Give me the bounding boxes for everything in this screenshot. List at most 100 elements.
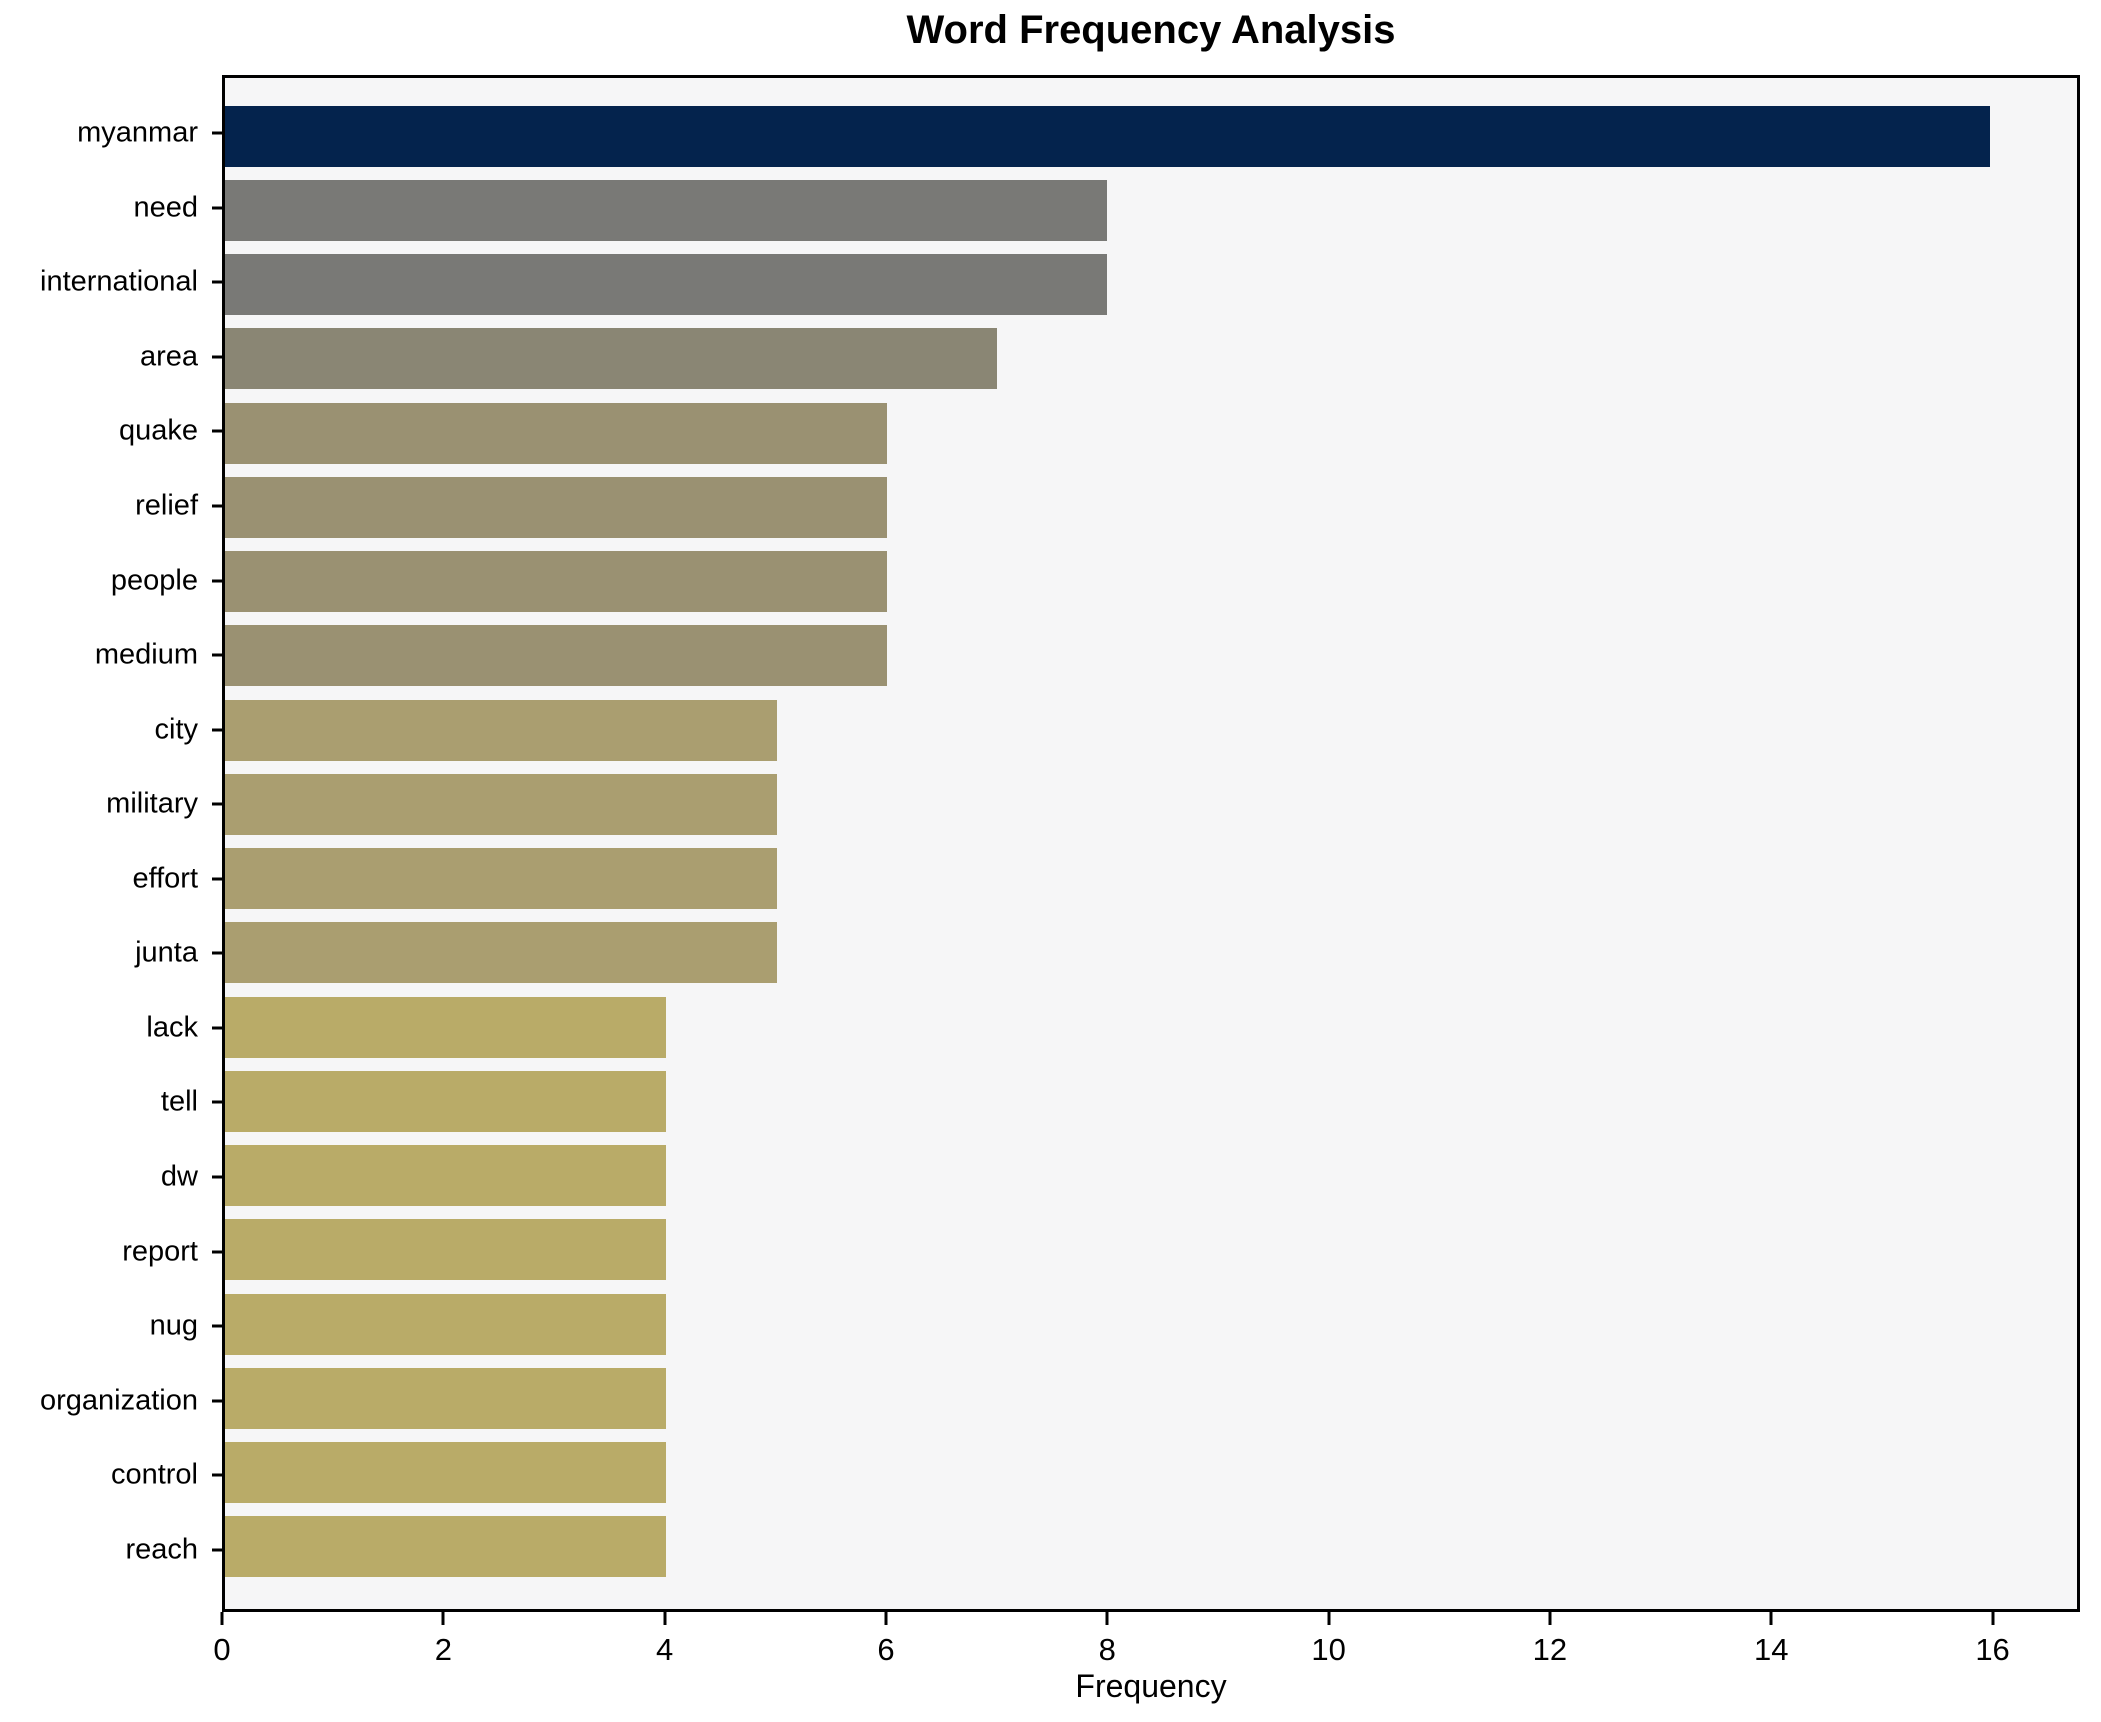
x-tick-2 xyxy=(441,1612,445,1625)
bar-tell xyxy=(225,1070,667,1132)
x-axis: 0 2 4 6 8 10 12 14 16 xyxy=(213,1612,2080,1682)
y-label-military: military xyxy=(106,787,198,820)
y-tick-need xyxy=(212,206,222,210)
bar-city xyxy=(225,699,777,761)
y-tick-medium xyxy=(212,653,222,657)
y-label-medium: medium xyxy=(94,638,198,671)
bar-row-effort xyxy=(225,842,2077,916)
bar-row-nug xyxy=(225,1287,2077,1361)
bars-layer xyxy=(225,78,2077,1609)
bar-quake xyxy=(225,402,887,464)
bar-row-quake xyxy=(225,396,2077,470)
y-label-report: report xyxy=(122,1235,198,1268)
y-tick-report xyxy=(212,1250,222,1254)
bar-row-tell xyxy=(225,1064,2077,1138)
bar-row-area xyxy=(225,322,2077,396)
plot-area xyxy=(222,75,2080,1612)
x-tick-10 xyxy=(1327,1612,1331,1625)
y-label-nug: nug xyxy=(149,1309,198,1342)
y-label-quake: quake xyxy=(118,414,198,447)
bar-need xyxy=(225,179,1108,241)
bar-military xyxy=(225,773,777,835)
bar-control xyxy=(225,1442,667,1504)
y-label-control: control xyxy=(110,1458,198,1491)
y-tick-myanmar xyxy=(212,131,222,135)
bar-junta xyxy=(225,922,777,984)
bar-row-junta xyxy=(225,916,2077,990)
bar-row-control xyxy=(225,1436,2077,1510)
x-tick-label-16: 16 xyxy=(1975,1632,2010,1667)
y-tick-people xyxy=(212,579,222,583)
x-tick-label-8: 8 xyxy=(1098,1632,1116,1667)
y-tick-reach xyxy=(212,1548,222,1552)
bar-nug xyxy=(225,1293,667,1355)
x-tick-12 xyxy=(1548,1612,1552,1625)
y-label-reach: reach xyxy=(125,1533,198,1566)
y-tick-junta xyxy=(212,951,222,955)
y-tick-international xyxy=(212,280,222,284)
bar-row-lack xyxy=(225,990,2077,1064)
x-tick-0 xyxy=(220,1612,224,1625)
x-tick-label-2: 2 xyxy=(434,1632,452,1667)
x-tick-label-4: 4 xyxy=(656,1632,674,1667)
x-tick-8 xyxy=(1105,1612,1109,1625)
y-tick-tell xyxy=(212,1100,222,1104)
y-tick-area xyxy=(212,355,222,359)
x-tick-14 xyxy=(1769,1612,1773,1625)
y-tick-nug xyxy=(212,1324,222,1328)
y-tick-military xyxy=(212,802,222,806)
x-tick-label-0: 0 xyxy=(213,1632,231,1667)
bar-lack xyxy=(225,996,667,1058)
y-tick-dw xyxy=(212,1175,222,1179)
bar-effort xyxy=(225,848,777,910)
bar-reach xyxy=(225,1516,667,1578)
y-tick-organization xyxy=(212,1399,222,1403)
y-tick-control xyxy=(212,1473,222,1477)
bar-international xyxy=(225,254,1108,316)
bar-people xyxy=(225,551,887,613)
bar-row-organization xyxy=(225,1361,2077,1435)
y-label-people: people xyxy=(110,564,198,597)
bar-row-relief xyxy=(225,470,2077,544)
y-label-dw: dw xyxy=(160,1160,198,1193)
x-tick-4 xyxy=(663,1612,667,1625)
bar-row-reach xyxy=(225,1510,2077,1584)
bar-row-report xyxy=(225,1213,2077,1287)
x-axis-title: Frequency xyxy=(1075,1668,1227,1704)
bar-row-myanmar xyxy=(225,99,2077,173)
x-tick-16 xyxy=(1991,1612,1995,1625)
x-tick-label-12: 12 xyxy=(1532,1632,1568,1667)
y-label-organization: organization xyxy=(40,1384,198,1417)
y-label-tell: tell xyxy=(160,1085,198,1118)
bar-organization xyxy=(225,1367,667,1429)
x-tick-label-14: 14 xyxy=(1754,1632,1789,1667)
x-tick-label-10: 10 xyxy=(1311,1632,1346,1667)
y-label-need: need xyxy=(133,191,198,224)
y-label-lack: lack xyxy=(146,1011,198,1044)
chart-title: Word Frequency Analysis xyxy=(906,8,1396,52)
y-tick-relief xyxy=(212,504,222,508)
y-label-junta: junta xyxy=(135,936,198,969)
bar-row-dw xyxy=(225,1139,2077,1213)
y-tick-quake xyxy=(212,429,222,433)
bar-myanmar xyxy=(225,105,1990,167)
y-label-effort: effort xyxy=(132,862,198,895)
y-tick-city xyxy=(212,728,222,732)
bar-area xyxy=(225,328,998,390)
x-tick-6 xyxy=(884,1612,888,1625)
y-axis: myanmar need international area quake relief p… xyxy=(0,75,222,1612)
y-label-city: city xyxy=(154,713,199,746)
y-label-area: area xyxy=(139,340,198,373)
bar-row-international xyxy=(225,248,2077,322)
y-label-international: international xyxy=(40,265,198,298)
bar-row-medium xyxy=(225,619,2077,693)
bar-row-city xyxy=(225,693,2077,767)
y-label-myanmar: myanmar xyxy=(77,116,198,149)
bar-dw xyxy=(225,1145,667,1207)
y-label-relief: relief xyxy=(135,489,198,522)
x-tick-label-6: 6 xyxy=(877,1632,895,1667)
bar-row-need xyxy=(225,173,2077,247)
bar-relief xyxy=(225,476,887,538)
bar-medium xyxy=(225,625,887,687)
